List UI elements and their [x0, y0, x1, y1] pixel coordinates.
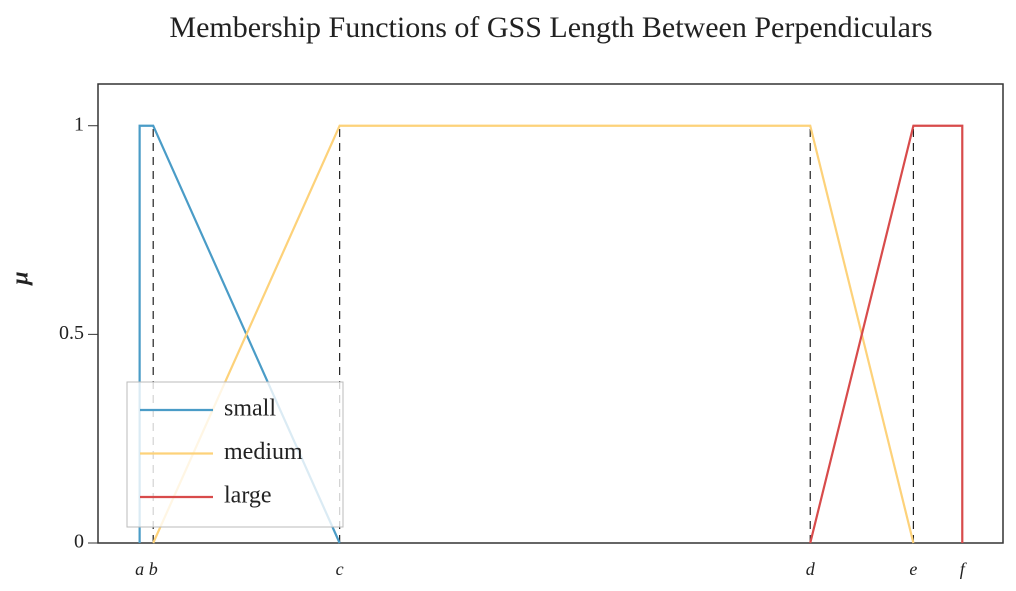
y-tick-label: 0.5 [59, 322, 84, 344]
legend-label: small [224, 396, 276, 422]
x-tick-label: b [149, 559, 158, 579]
x-tick-label: a [135, 559, 144, 579]
x-tick-label: f [960, 559, 968, 579]
plot-frame [97, 83, 1004, 544]
y-axis-label: μ [8, 271, 34, 286]
x-tick-label: d [806, 559, 816, 579]
series-line [809, 124, 964, 544]
legend-label: medium [224, 439, 303, 465]
legend-label: large [224, 483, 272, 509]
y-tick-label: 1 [74, 113, 84, 135]
x-tick-label: e [909, 559, 917, 579]
y-tick-label: 0 [74, 531, 84, 553]
legend: small medium large [126, 381, 344, 528]
chart-title: Membership Functions of GSS Length Betwe… [169, 11, 932, 44]
x-tick-label: c [336, 559, 344, 579]
